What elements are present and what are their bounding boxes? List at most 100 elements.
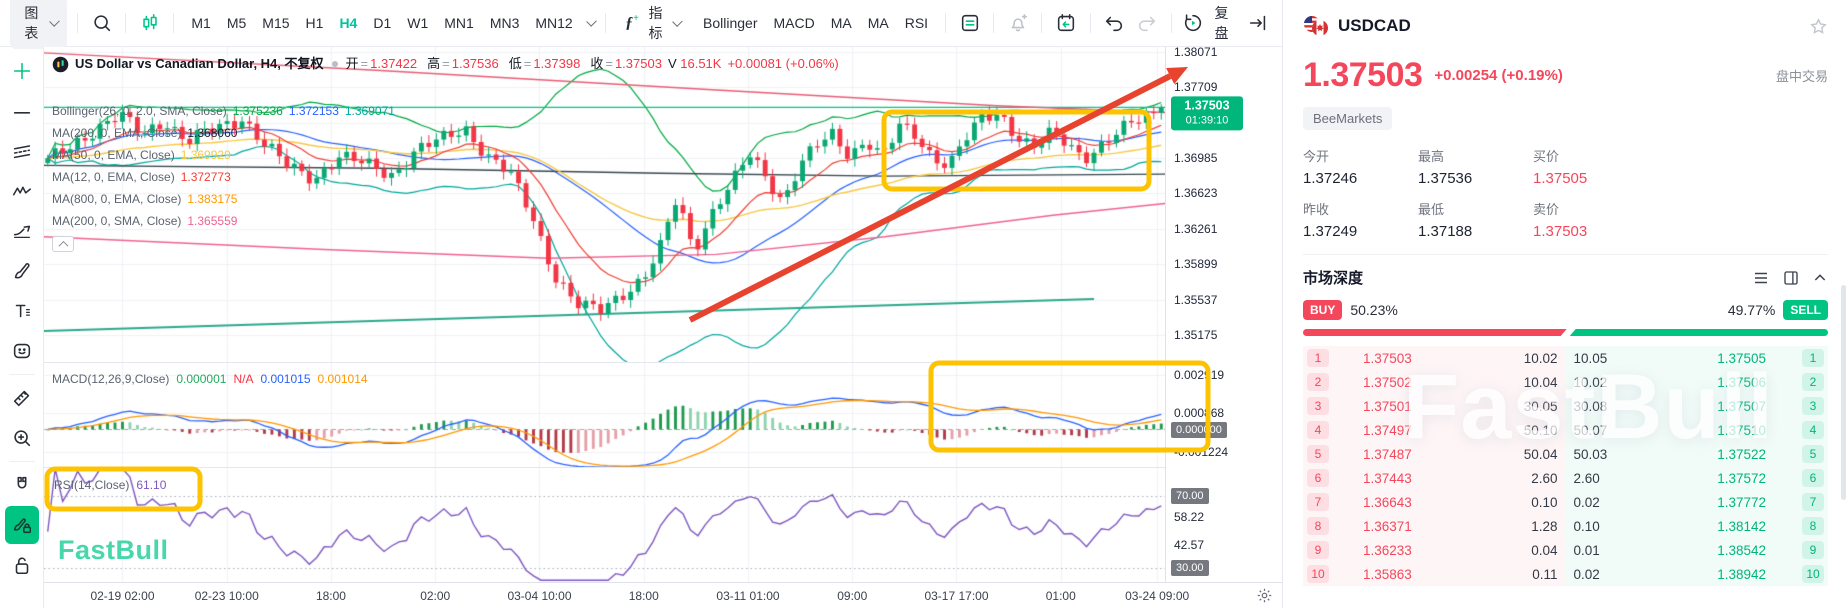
timeframe-m5[interactable]: M5 bbox=[220, 10, 253, 36]
price-axis[interactable]: 1.38071 1.37709 1.36985 1.36623 1.36261 1.358… bbox=[1165, 47, 1282, 582]
buy-ratio-bar bbox=[1303, 329, 1567, 336]
price-row: 1.37503 +0.00254 (+0.19%) 盘中交易 bbox=[1303, 56, 1828, 95]
time-axis-label: 18:00 bbox=[315, 589, 346, 603]
order-book-row[interactable]: 10 1.35863 0.11 0.02 1.38942 10 bbox=[1303, 562, 1828, 586]
indicator-shortcut-ma-3[interactable]: MA bbox=[861, 10, 896, 36]
indicator-shortcut-rsi-4[interactable]: RSI bbox=[898, 10, 935, 36]
depth-panel-view-icon[interactable] bbox=[1782, 269, 1800, 287]
undo-icon[interactable] bbox=[1101, 8, 1128, 38]
text-icon[interactable] bbox=[5, 292, 39, 330]
brush-icon[interactable] bbox=[5, 252, 39, 290]
replay-label: 复盘 bbox=[1214, 5, 1229, 41]
panel-separator[interactable] bbox=[44, 467, 1282, 468]
order-book-row[interactable]: 3 1.37501 30.05 30.08 1.37507 3 bbox=[1303, 394, 1828, 418]
timeframe-mn1[interactable]: MN1 bbox=[437, 10, 481, 36]
order-book-row[interactable]: 4 1.37497 50.10 50.07 1.37510 4 bbox=[1303, 418, 1828, 442]
symbol-title: US Dollar vs Canadian Dollar, H4, 不复权 bbox=[75, 56, 324, 71]
ask-volume: 0.02 bbox=[1573, 566, 1600, 582]
time-axis-label: 18:00 bbox=[628, 589, 659, 603]
timeframe-more-chevron[interactable] bbox=[585, 16, 597, 28]
bid-price: 1.37501 bbox=[1363, 398, 1412, 414]
symbol-legend-row[interactable]: US Dollar vs Canadian Dollar, H4, 不复权 开 =… bbox=[52, 53, 839, 75]
time-axis-label: 09:00 bbox=[837, 589, 868, 603]
trend-arrow-icon[interactable] bbox=[5, 212, 39, 250]
indicator-shortcut-ma-2[interactable]: MA bbox=[824, 10, 859, 36]
broker-tag[interactable]: BeeMarkets bbox=[1303, 107, 1393, 130]
time-axis[interactable]: 02-19 02:00 02-23 10:00 18:00 02:00 03-04 10… bbox=[44, 582, 1282, 608]
parallel-channel-icon[interactable] bbox=[5, 132, 39, 170]
favorite-star-icon[interactable] bbox=[1809, 17, 1828, 36]
macd-axis-label: -0.001224 bbox=[1174, 445, 1229, 460]
indicators-label: 指标 bbox=[648, 5, 663, 41]
overlay-legend-2[interactable]: MA(50, 0, EMA, Close) 1.369929 bbox=[52, 148, 231, 162]
indicator-shortcut-group: Bollinger MACD MA MA RSI bbox=[696, 10, 935, 36]
bid-volume: 0.04 bbox=[1531, 542, 1558, 558]
indicator-shortcut-bollinger-0[interactable]: Bollinger bbox=[696, 10, 764, 36]
zoom-in-icon[interactable] bbox=[5, 419, 39, 457]
bid-volume: 10.04 bbox=[1523, 374, 1558, 390]
order-book-row[interactable]: 9 1.36233 0.04 0.01 1.38542 9 bbox=[1303, 538, 1828, 562]
trend-line-icon[interactable] bbox=[5, 92, 39, 130]
ask-level-badge: 10 bbox=[1802, 565, 1824, 583]
order-book-row[interactable]: 2 1.37502 10.04 10.02 1.37506 2 bbox=[1303, 370, 1828, 394]
overlay-legend-1[interactable]: MA(200, 0, EMA, Close) 1.368060 bbox=[52, 126, 238, 140]
timeframe-w1[interactable]: W1 bbox=[400, 10, 435, 36]
lock-open-icon[interactable] bbox=[5, 546, 39, 584]
search-icon[interactable] bbox=[88, 8, 115, 38]
timeframe-h4[interactable]: H4 bbox=[332, 10, 364, 36]
alert-bell-icon[interactable] bbox=[1004, 8, 1031, 38]
legend-collapse-button[interactable] bbox=[52, 236, 74, 252]
collapse-panel-icon[interactable] bbox=[1245, 8, 1272, 38]
ask-level-badge: 6 bbox=[1802, 469, 1824, 487]
drawing-lock-icon[interactable] bbox=[4, 506, 39, 544]
timeframe-mn3[interactable]: MN3 bbox=[483, 10, 527, 36]
layout-templates-icon[interactable] bbox=[956, 8, 983, 38]
collapse-depth-chevron-icon[interactable] bbox=[1812, 270, 1828, 286]
depth-list-view-icon[interactable] bbox=[1752, 269, 1770, 287]
timeframe-d1[interactable]: D1 bbox=[366, 10, 398, 36]
scrollbar[interactable] bbox=[1841, 285, 1846, 500]
chart-legend: US Dollar vs Canadian Dollar, H4, 不复权 开 =… bbox=[52, 53, 839, 252]
chart-settings-gear-icon[interactable] bbox=[1256, 587, 1273, 604]
order-book-row[interactable]: 6 1.37443 2.60 2.60 1.37572 6 bbox=[1303, 466, 1828, 490]
overlay-legend-3[interactable]: MA(12, 0, EMA, Close) 1.372773 bbox=[52, 170, 231, 184]
buy-sell-ratio-row: BUY 50.23% 49.77% SELL bbox=[1303, 300, 1828, 320]
rsi-axis-label: 42.57 bbox=[1174, 538, 1205, 553]
pattern-icon[interactable] bbox=[5, 172, 39, 210]
ask-volume: 0.02 bbox=[1573, 494, 1600, 510]
timeframe-mn12[interactable]: MN12 bbox=[528, 10, 579, 36]
candlestick-style-icon[interactable] bbox=[136, 8, 163, 38]
time-axis-label: 03-11 01:00 bbox=[716, 589, 780, 603]
ruler-icon[interactable] bbox=[5, 379, 39, 417]
bid-level-badge: 10 bbox=[1307, 565, 1329, 583]
emoji-icon[interactable] bbox=[5, 332, 39, 370]
order-book-row[interactable]: 5 1.37487 50.04 50.03 1.37522 5 bbox=[1303, 442, 1828, 466]
overlay-legend-0[interactable]: Bollinger(26, 0, 2.0, SMA, Close) 1.37523… bbox=[52, 104, 395, 118]
order-book-row[interactable]: 1 1.37503 10.02 10.05 1.37505 1 bbox=[1303, 346, 1828, 370]
ask-level-badge: 2 bbox=[1802, 373, 1824, 391]
crosshair-plus-icon[interactable] bbox=[5, 52, 39, 90]
timeframe-m15[interactable]: M15 bbox=[255, 10, 296, 36]
market-depth-header: 市场深度 bbox=[1303, 267, 1828, 288]
toolbar-divider bbox=[1089, 13, 1091, 33]
price-axis-label: 1.38071 bbox=[1174, 47, 1218, 59]
ask-level-badge: 5 bbox=[1802, 445, 1824, 463]
panel-separator[interactable] bbox=[44, 362, 1282, 363]
chart-type-menu[interactable]: 图表 bbox=[10, 0, 67, 49]
overlay-legend-4[interactable]: MA(800, 0, EMA, Close) 1.383175 bbox=[52, 192, 238, 206]
ask-price: 1.37505 bbox=[1717, 350, 1766, 366]
bid-volume: 2.60 bbox=[1531, 470, 1558, 486]
replay-button[interactable]: 复盘 bbox=[1182, 3, 1233, 43]
order-book: 1 1.37503 10.02 10.05 1.37505 1 2 1.3750… bbox=[1303, 346, 1828, 586]
order-book-row[interactable]: 7 1.36643 0.10 0.02 1.37772 7 bbox=[1303, 490, 1828, 514]
timeframe-m1[interactable]: M1 bbox=[184, 10, 217, 36]
order-book-row[interactable]: 8 1.36371 1.28 0.10 1.38142 8 bbox=[1303, 514, 1828, 538]
magnet-icon[interactable] bbox=[5, 466, 39, 504]
overlay-legend-5[interactable]: MA(200, 0, SMA, Close) 1.365559 bbox=[52, 214, 238, 228]
time-axis-label: 02:00 bbox=[420, 589, 451, 603]
timeframe-h1[interactable]: H1 bbox=[299, 10, 331, 36]
indicators-button[interactable]: ƒ+ 指标 bbox=[616, 0, 690, 49]
redo-icon[interactable] bbox=[1134, 8, 1161, 38]
market-replay-calendar-icon[interactable] bbox=[1052, 8, 1079, 38]
indicator-shortcut-macd-1[interactable]: MACD bbox=[767, 10, 822, 36]
